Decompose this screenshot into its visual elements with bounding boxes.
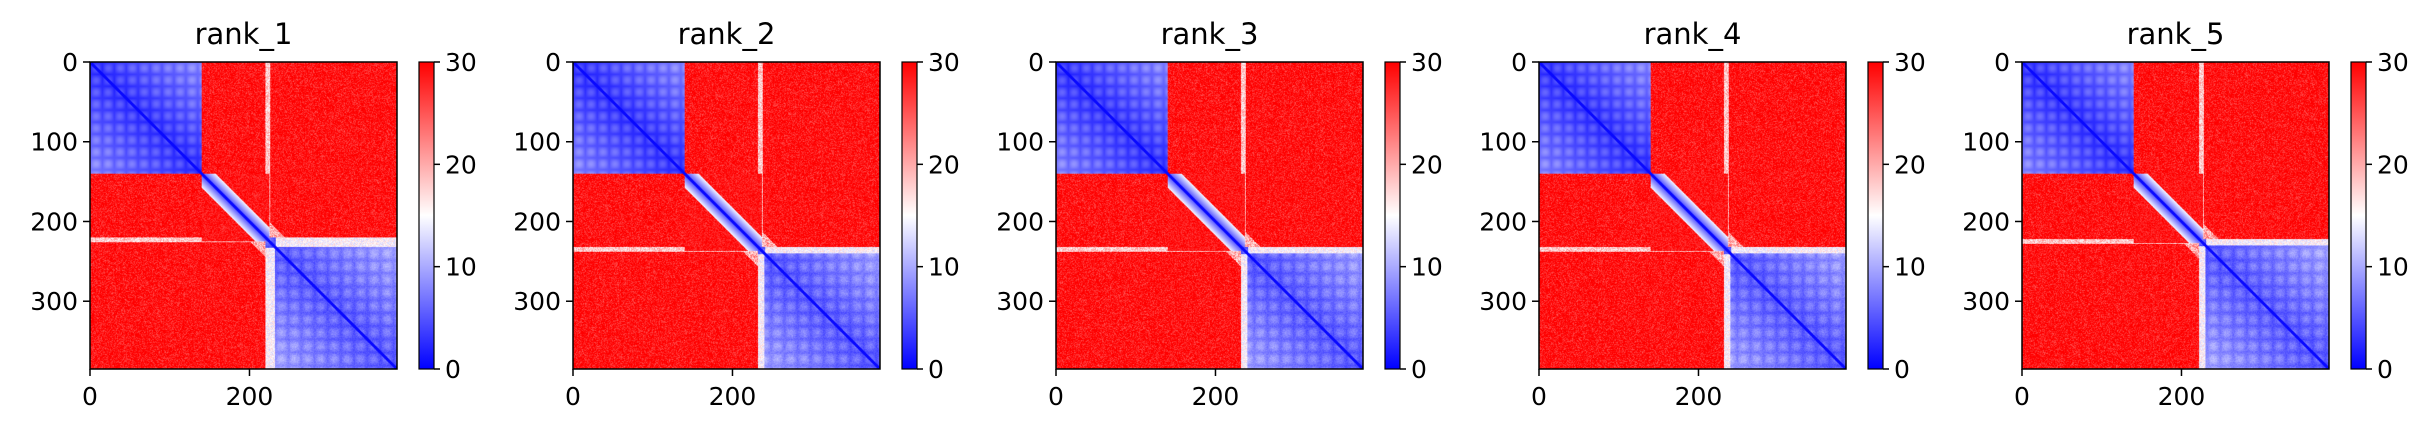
colorbar-tick-label: 0: [1411, 355, 1427, 384]
y-tick-label: 100: [513, 128, 561, 157]
y-tick-label: 200: [1962, 207, 2010, 236]
colorbar: [1384, 61, 1401, 370]
colorbar-tick-label: 30: [1411, 48, 1443, 77]
x-tick-label: 200: [1675, 382, 1723, 411]
panel-title: rank_3: [1161, 17, 1259, 51]
colorbar-tick-label: 30: [445, 48, 477, 77]
axes-frame: [1055, 61, 1364, 370]
colorbar-tick-label: 0: [1894, 355, 1910, 384]
colorbar-tick-label: 20: [928, 150, 960, 179]
panel-title: rank_1: [195, 17, 293, 51]
colorbar-tick-label: 20: [1411, 150, 1443, 179]
colorbar-tick-label: 30: [1894, 48, 1926, 77]
colorbar: [901, 61, 918, 370]
colorbar-tick-label: 0: [445, 355, 461, 384]
y-tick-label: 0: [1028, 48, 1044, 77]
x-tick-label: 200: [226, 382, 274, 411]
x-tick-label: 200: [2158, 382, 2206, 411]
y-tick-label: 100: [996, 128, 1044, 157]
x-tick-label: 0: [1531, 382, 1547, 411]
y-tick-label: 300: [1962, 287, 2010, 316]
colorbar-tick-label: 0: [2377, 355, 2393, 384]
y-tick-label: 100: [1479, 128, 1527, 157]
colorbar: [418, 61, 435, 370]
heatmap-image: [573, 62, 880, 369]
y-tick-label: 300: [1479, 287, 1527, 316]
colorbar: [1867, 61, 1884, 370]
y-tick-label: 300: [996, 287, 1044, 316]
colorbar-tick-label: 10: [1894, 253, 1926, 282]
heatmap-panel-3: rank_3 0 100 200 300 0 200 0 10 20 30: [996, 17, 1443, 411]
heatmap-image: [1539, 62, 1846, 369]
y-tick-label: 200: [30, 207, 78, 236]
colorbar-tick-label: 10: [1411, 253, 1443, 282]
colorbar-tick-label: 10: [928, 253, 960, 282]
panel-title: rank_4: [1644, 17, 1742, 51]
heatmap-panel-2: rank_2 0 100 200 300 0 200 0 10 20 30: [513, 17, 960, 411]
x-tick-label: 0: [2014, 382, 2030, 411]
heatmap-panel-5: rank_5 0 100 200 300 0 200 0 10 20 30: [1962, 17, 2409, 411]
colorbar-tick-label: 10: [2377, 253, 2409, 282]
colorbar-tick-label: 30: [928, 48, 960, 77]
colorbar-tick-label: 20: [1894, 150, 1926, 179]
y-tick-label: 300: [513, 287, 561, 316]
axes-frame: [2021, 61, 2330, 370]
colorbar-tick-label: 20: [2377, 150, 2409, 179]
y-tick-label: 100: [1962, 128, 2010, 157]
y-tick-label: 200: [996, 207, 1044, 236]
y-tick-label: 300: [30, 287, 78, 316]
y-tick-label: 100: [30, 128, 78, 157]
colorbar-tick-label: 30: [2377, 48, 2409, 77]
y-tick-label: 200: [1479, 207, 1527, 236]
colorbar-tick-label: 0: [928, 355, 944, 384]
panel-title: rank_5: [2127, 17, 2225, 51]
x-tick-label: 0: [82, 382, 98, 411]
x-tick-label: 0: [1048, 382, 1064, 411]
y-tick-label: 0: [1994, 48, 2010, 77]
y-tick-label: 0: [545, 48, 561, 77]
x-tick-label: 200: [1192, 382, 1240, 411]
y-tick-label: 0: [1511, 48, 1527, 77]
x-tick-label: 200: [709, 382, 757, 411]
heatmap-image: [2022, 62, 2329, 369]
axes-frame: [572, 61, 881, 370]
y-tick-label: 200: [513, 207, 561, 236]
x-tick-label: 0: [565, 382, 581, 411]
colorbar-tick-label: 10: [445, 253, 477, 282]
heatmap-panel-4: rank_4 0 100 200 300 0 200 0 10 20 30: [1479, 17, 1926, 411]
axes-frame: [89, 61, 398, 370]
heatmap-image: [1056, 62, 1363, 369]
axes-frame: [1538, 61, 1847, 370]
heatmap-image: [90, 62, 397, 369]
panel-title: rank_2: [678, 17, 776, 51]
colorbar-tick-label: 20: [445, 150, 477, 179]
heatmap-panel-1: rank_1 0 100 200 300 0 200 0 10 20 30: [30, 17, 477, 411]
y-tick-label: 0: [62, 48, 78, 77]
colorbar: [2350, 61, 2367, 370]
